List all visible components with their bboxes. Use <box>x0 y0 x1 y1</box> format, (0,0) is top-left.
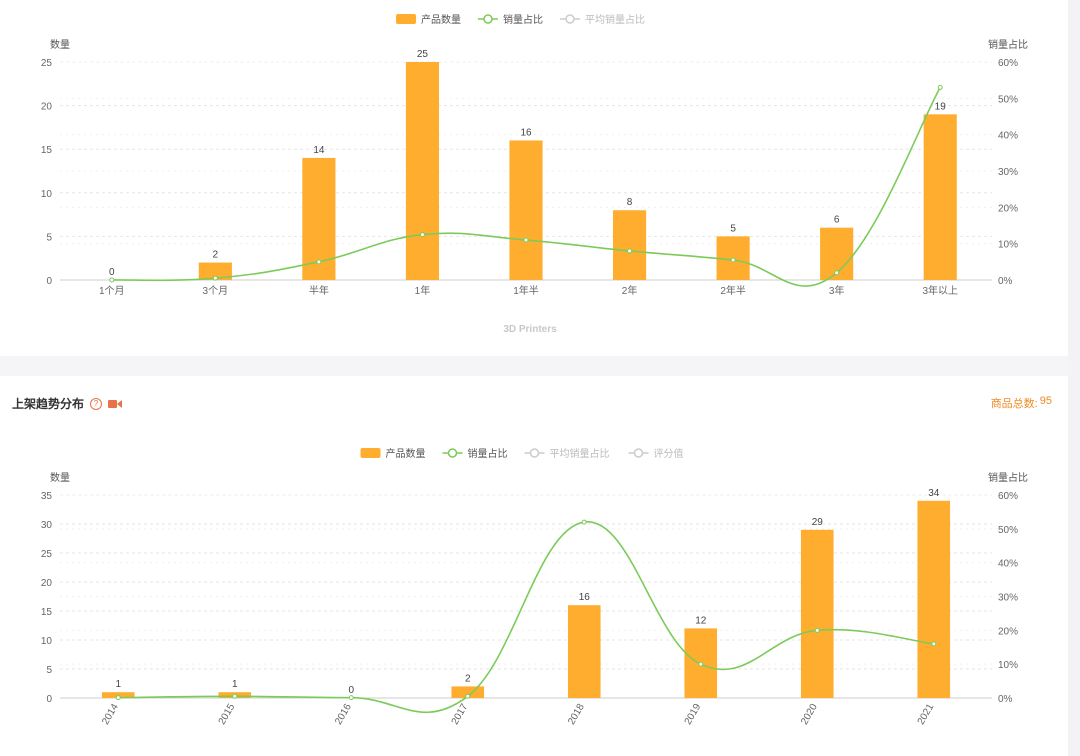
section-title-text: 上架趋势分布 <box>12 397 85 411</box>
y-left-tick-0-0: 0 <box>46 276 52 287</box>
line-point-0-3 <box>419 232 425 238</box>
y-left-tick-0-5: 25 <box>41 58 53 69</box>
bar-label-0-1: 2 <box>213 250 219 261</box>
scrollbar-track[interactable] <box>1068 0 1080 756</box>
x-tick-0-3: 1年 <box>415 284 431 297</box>
x-tick-0-2: 半年 <box>309 284 329 297</box>
y-left-tick-0-1: 5 <box>46 232 52 243</box>
x-tick-0-6: 2年半 <box>720 284 746 297</box>
legend-swatch-0-0 <box>396 14 416 24</box>
y-right-tick-0-0: 0% <box>998 276 1013 287</box>
bar-label-0-2: 14 <box>313 145 325 156</box>
bar-0-4 <box>509 140 543 280</box>
help-icon[interactable]: ? <box>90 397 103 410</box>
bar-label-0-3: 25 <box>417 49 429 60</box>
legend-label-0-2: 平均销量占比 <box>585 13 645 26</box>
legend-marker-0-2 <box>565 14 575 24</box>
bar-0-8 <box>923 114 957 280</box>
product-total: 商品总数: 95 <box>991 395 1052 411</box>
line-point-0-2 <box>316 259 322 265</box>
line-point-0-6 <box>730 257 736 263</box>
line-point-0-1 <box>212 275 218 281</box>
product-total-value: 95 <box>1039 395 1052 407</box>
y-left-label-0: 数量 <box>50 38 70 51</box>
line-point-0-8 <box>937 84 943 90</box>
y-right-tick-0-6: 60% <box>998 58 1018 69</box>
legend-marker-0-1 <box>483 14 493 24</box>
bar-label-0-6: 5 <box>730 223 736 234</box>
bar-label-0-8: 19 <box>935 101 947 112</box>
y-right-tick-0-1: 10% <box>998 240 1018 251</box>
y-right-tick-0-2: 20% <box>998 203 1018 214</box>
product-total-label: 商品总数: <box>990 398 1038 410</box>
line-point-0-4 <box>523 237 529 243</box>
chart-subtitle-0: 3D Printers <box>503 324 557 335</box>
bar-label-0-5: 8 <box>627 197 633 208</box>
video-camera-icon[interactable] <box>108 399 123 409</box>
line-point-0-5 <box>627 248 633 254</box>
legend-label-0-1: 销量占比 <box>503 13 543 26</box>
y-left-tick-0-3: 15 <box>41 145 53 156</box>
chart-panel-1: 产品数量 销量占比 平均销量占比 数量 销量占比 0 5 10 15 20 25 0% 10% 20% 30… <box>0 0 1068 356</box>
x-tick-0-5: 2年 <box>622 284 638 297</box>
y-right-tick-0-3: 30% <box>998 167 1018 178</box>
bar-label-0-7: 6 <box>834 215 840 226</box>
bar-label-0-4: 16 <box>520 127 532 138</box>
bar-label-0-0: 0 <box>109 267 115 278</box>
x-tick-0-7: 3年 <box>829 284 845 297</box>
legend-label-0-0: 产品数量 <box>421 13 461 26</box>
chart-panel-2 <box>0 376 1068 756</box>
y-left-tick-0-2: 10 <box>41 189 53 200</box>
line-point-0-0 <box>109 277 115 283</box>
x-tick-0-4: 1年半 <box>513 284 539 297</box>
x-tick-0-8: 3年以上 <box>922 284 958 297</box>
x-tick-0-0: 1个月 <box>99 285 125 297</box>
bar-0-1 <box>198 262 232 280</box>
x-tick-0-1: 3个月 <box>203 285 229 297</box>
y-right-label-0: 销量占比 <box>988 38 1028 51</box>
line-point-0-7 <box>834 270 840 276</box>
y-right-tick-0-5: 50% <box>998 94 1018 105</box>
bar-0-5 <box>612 210 647 280</box>
y-left-tick-0-4: 20 <box>41 102 53 113</box>
panel-separator <box>0 356 1080 376</box>
section-title: 上架趋势分布 ? <box>12 395 123 412</box>
bar-0-3 <box>405 62 440 280</box>
y-right-tick-0-4: 40% <box>998 131 1018 142</box>
